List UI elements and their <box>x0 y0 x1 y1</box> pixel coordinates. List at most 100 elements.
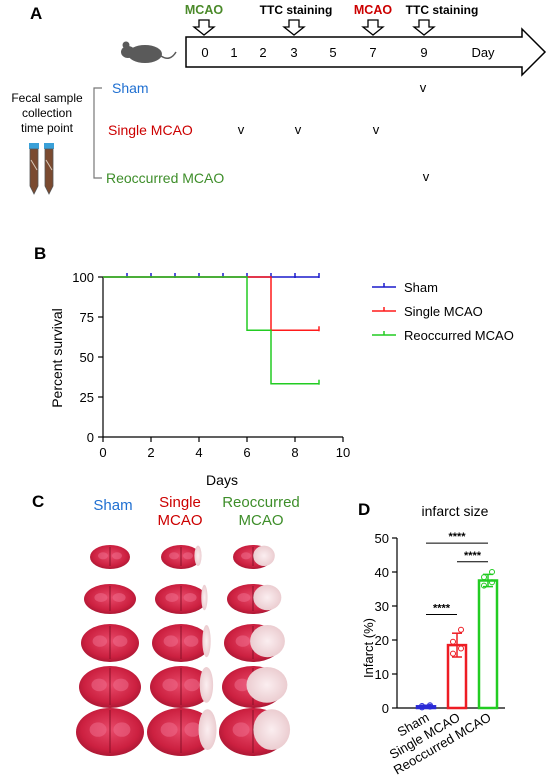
brain-structure <box>113 678 129 692</box>
collection-mark: v <box>238 122 245 137</box>
down-arrow-icon <box>282 19 306 36</box>
y-tick-label: 10 <box>375 667 389 682</box>
brain-structure <box>184 722 202 737</box>
y-tick-label: 25 <box>80 390 94 405</box>
infarct-area <box>198 709 217 750</box>
collection-mark: v <box>423 169 430 184</box>
chart-title: infarct size <box>422 503 489 519</box>
timeline-diagram: MCAO TTC staining MCAO TTC staining 0 1 … <box>11 3 547 195</box>
x-tick-label: 6 <box>243 445 250 460</box>
panel-label-c: C <box>32 492 45 511</box>
day-label: 5 <box>329 45 336 60</box>
y-tick-label: 50 <box>375 531 389 546</box>
day-label: 7 <box>369 45 376 60</box>
infarct-area <box>246 667 288 703</box>
brain-structure <box>165 593 179 602</box>
data-point <box>450 638 456 645</box>
data-point <box>481 574 487 581</box>
collection-label-line: time point <box>21 121 74 135</box>
brain-header-line: Single <box>159 494 201 511</box>
brain-structure <box>183 635 199 647</box>
day-label: 3 <box>290 45 297 60</box>
panel-label-d: D <box>358 500 371 519</box>
x-tick-label: 10 <box>336 445 350 460</box>
y-tick-label: 75 <box>80 310 94 325</box>
brain-structure <box>234 678 250 692</box>
collection-label-line: Fecal sample <box>11 91 83 105</box>
legend-label: Single MCAO <box>404 304 483 319</box>
sample-tubes-icon <box>29 143 54 195</box>
brain-structure <box>112 552 122 560</box>
legend-label: Reoccurred MCAO <box>404 328 514 343</box>
brain-structure <box>160 722 178 737</box>
collection-mark: v <box>295 122 302 137</box>
timeline-label-ttc-2: TTC staining <box>406 3 479 17</box>
survival-series-line <box>103 276 319 332</box>
brain-structure <box>241 552 251 560</box>
timeline-arrow <box>185 27 547 77</box>
brain-header-line: Sham <box>93 497 133 514</box>
group-label-sham: Sham <box>112 80 149 96</box>
survival-series-line <box>103 276 319 385</box>
infarct-area <box>253 545 275 566</box>
infarct-area <box>202 624 211 658</box>
brain-structure <box>113 722 131 737</box>
significance-label: **** <box>448 531 466 543</box>
data-point <box>489 579 495 586</box>
mouse-icon <box>121 41 177 63</box>
day-axis-word: Day <box>471 45 495 60</box>
day-label: 1 <box>230 45 237 60</box>
legend-label: Sham <box>404 280 438 295</box>
y-tick-label: 50 <box>80 350 94 365</box>
data-point <box>450 650 456 657</box>
infarct-area <box>199 667 214 703</box>
data-point <box>458 626 464 633</box>
brain-structure <box>162 678 178 692</box>
brain-structure <box>183 593 197 602</box>
day-label: 9 <box>420 45 427 60</box>
brain-structure <box>94 593 108 602</box>
infarct-area <box>194 545 202 566</box>
group-label-single: Single MCAO <box>108 122 193 138</box>
y-tick-label: 100 <box>72 270 94 285</box>
brain-column-header-reoccurred: Reoccurred MCAO <box>216 494 306 530</box>
day-label: 0 <box>201 45 208 60</box>
brain-structure <box>91 678 107 692</box>
infarct-area <box>253 584 282 611</box>
y-axis-label: Percent survival <box>49 308 65 408</box>
data-point <box>427 702 433 709</box>
y-axis-label: Infarct (%) <box>361 618 376 678</box>
collection-mark: v <box>420 80 427 95</box>
infarct-area <box>201 584 208 611</box>
down-arrow-icon <box>192 19 216 36</box>
brain-column-header-single: Single MCAO <box>145 494 215 530</box>
brain-structure <box>235 635 251 647</box>
brain-structure <box>169 552 179 560</box>
y-tick-label: 0 <box>382 701 389 716</box>
x-tick-label: 2 <box>147 445 154 460</box>
brain-header-line: MCAO <box>157 512 203 529</box>
x-tick-label: 0 <box>99 445 106 460</box>
down-arrow-icon <box>361 19 385 36</box>
brain-header-line: Reoccurred <box>222 494 300 511</box>
infarct-area <box>250 624 285 658</box>
x-axis-label: Days <box>206 472 238 488</box>
y-tick-label: 40 <box>375 565 389 580</box>
significance-label: **** <box>433 603 451 615</box>
brain-structure <box>92 635 108 647</box>
collection-mark: v <box>373 122 380 137</box>
data-point <box>481 582 487 589</box>
y-tick-label: 0 <box>87 430 94 445</box>
y-tick-label: 20 <box>375 633 389 648</box>
brain-slices-image <box>76 545 291 756</box>
panel-label-a: A <box>30 4 43 23</box>
data-point <box>458 645 464 652</box>
infarct-area <box>253 709 291 750</box>
data-point <box>419 702 425 709</box>
timeline-label-ttc-1: TTC staining <box>260 3 333 17</box>
brain-structure <box>112 635 128 647</box>
x-tick-label: 4 <box>195 445 202 460</box>
panel-label-b: B <box>34 244 47 263</box>
group-label-reoccurred: Reoccurred MCAO <box>106 170 224 186</box>
